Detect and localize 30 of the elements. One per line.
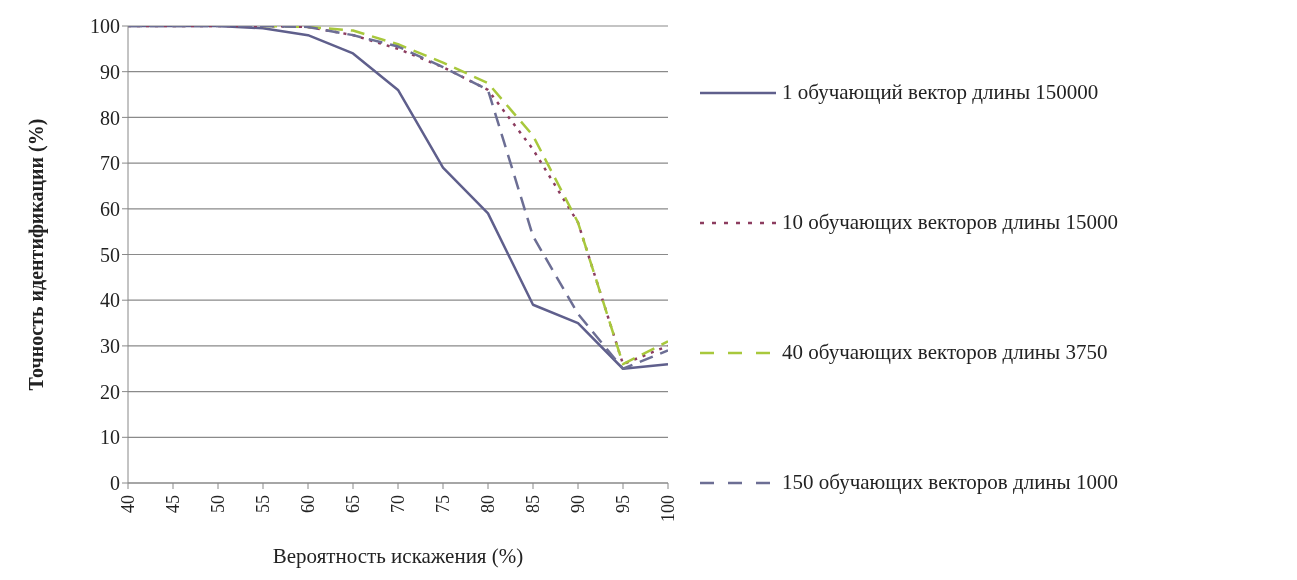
x-tick-label: 75 [433,495,453,513]
y-tick-label: 0 [110,472,120,495]
y-tick-label: 50 [100,243,120,266]
x-tick-label: 85 [523,495,543,513]
legend-label: 1 обучающий вектор длины 150000 [782,80,1099,105]
x-tick-label: 60 [298,495,318,513]
x-tick-label: 45 [163,495,183,513]
y-tick-label: 90 [100,60,120,83]
y-tick-label: 80 [100,106,120,129]
x-tick-label: 55 [253,495,273,513]
y-tick-label: 60 [100,197,120,220]
legend-label: 150 обучающих векторов длины 1000 [782,470,1118,495]
x-tick-label: 70 [388,495,408,513]
x-tick-label: 65 [343,495,363,513]
x-tick-label: 100 [658,495,678,522]
x-tick-label: 95 [613,495,633,513]
y-axis-title: Точность идентификации (%) [25,118,49,391]
y-tick-label: 100 [90,15,120,38]
y-tick-label: 70 [100,152,120,175]
x-axis-title: Вероятность искажения (%) [272,544,524,568]
y-tick-label: 40 [100,289,120,312]
y-tick-label: 30 [100,335,120,357]
x-tick-label: 40 [118,495,138,513]
legend-label: 40 обучающих векторов длины 3750 [782,340,1108,365]
legend-label: 10 обучающих векторов длины 15000 [782,210,1118,235]
x-tick-label: 50 [208,495,228,513]
y-tick-label: 10 [100,426,120,449]
x-tick-label: 90 [568,495,588,513]
y-tick-label: 20 [100,380,120,403]
x-tick-label: 80 [478,495,498,513]
